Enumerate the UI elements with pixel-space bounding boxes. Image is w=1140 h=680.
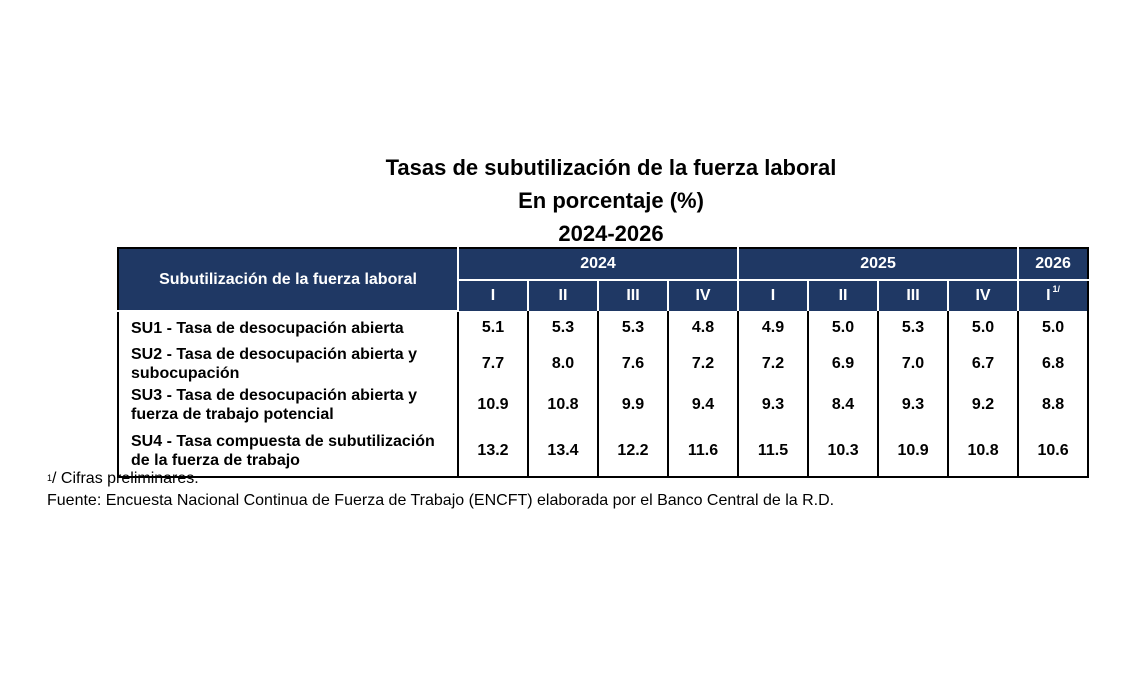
table-cell: 7.2 — [666, 344, 739, 384]
table-cell: 10.8 — [527, 384, 598, 426]
table-cell: 5.1 — [457, 311, 528, 344]
quarter-header: III — [597, 280, 668, 311]
year-header-2026: 2026 — [1017, 248, 1089, 281]
data-table: Subutilización de la fuerza laboral 2024… — [117, 247, 1090, 478]
table-cell: 9.3 — [737, 384, 809, 426]
table-cell: 7.2 — [737, 344, 809, 384]
quarter-label: I — [1046, 287, 1051, 304]
table-cell: 6.7 — [947, 344, 1019, 384]
row-label: SU4 - Tasa compuesta de subutilización d… — [131, 433, 435, 469]
year-header-row: Subutilización de la fuerza laboral 2024… — [118, 248, 1089, 312]
table-cell: 5.3 — [527, 311, 598, 344]
table-cell: 12.2 — [597, 426, 668, 477]
table-cell: 5.0 — [947, 311, 1019, 344]
table-cell: 9.9 — [597, 384, 668, 426]
table-cell: 11.6 — [666, 426, 739, 477]
footnote: 1/ Cifras preliminares. — [47, 468, 834, 490]
table-cell: 5.3 — [597, 311, 668, 344]
footnote-marker: 1/ — [1052, 284, 1061, 294]
quarter-header-row: I II III IV I II III IV I 1/ — [118, 280, 1089, 311]
table-cell: 7.0 — [877, 344, 949, 384]
table-cell: 9.4 — [666, 384, 739, 426]
title-line-3: 2024-2026 — [558, 221, 664, 246]
table-cell: 8.0 — [527, 344, 598, 384]
title-line-1: Tasas de subutilización de la fuerza lab… — [385, 155, 837, 180]
title-line-2: En porcentaje (%) — [518, 188, 704, 213]
quarter-header: III — [877, 280, 949, 311]
quarter-header: II — [807, 280, 879, 311]
table-row: SU1 - Tasa de desocupación abierta 5.1 5… — [118, 311, 1089, 344]
table-cell: 10.8 — [947, 426, 1019, 477]
table-cell: 7.6 — [597, 344, 668, 384]
table-cell: 10.3 — [807, 426, 879, 477]
footnote-text: / Cifras preliminares. — [52, 470, 199, 487]
table-cell: 9.2 — [947, 384, 1019, 426]
table-row: SU2 - Tasa de desocupación abierta y sub… — [118, 344, 1089, 384]
quarter-header: I — [457, 280, 528, 311]
notes: 1/ Cifras preliminares. Fuente: Encuesta… — [47, 468, 834, 512]
document-title: Tasas de subutilización de la fuerza lab… — [0, 151, 1140, 250]
quarter-header: II — [527, 280, 598, 311]
table-row: SU4 - Tasa compuesta de subutilización d… — [118, 426, 1089, 477]
table-cell: 8.8 — [1017, 384, 1089, 426]
quarter-header-last: I 1/ — [1017, 280, 1089, 311]
year-header-2024: 2024 — [456, 248, 739, 281]
quarter-header: IV — [947, 280, 1019, 311]
row-header: Subutilización de la fuerza laboral — [118, 248, 458, 312]
row-label: SU1 - Tasa de desocupación abierta — [131, 319, 404, 337]
table-cell: 11.5 — [737, 426, 809, 477]
table-cell: 13.4 — [527, 426, 598, 477]
table-cell: 7.7 — [457, 344, 528, 384]
row-label: SU2 - Tasa de desocupación abierta y sub… — [131, 346, 418, 382]
table-cell: 10.9 — [877, 426, 949, 477]
table-cell: 9.3 — [877, 384, 949, 426]
table-row: SU3 - Tasa de desocupación abierta y fue… — [118, 384, 1089, 426]
table-cell: 6.8 — [1017, 344, 1089, 384]
table-cell: 4.8 — [666, 311, 739, 344]
year-header-2025: 2025 — [737, 248, 1019, 281]
table-cell: 8.4 — [807, 384, 879, 426]
table-cell: 6.9 — [807, 344, 879, 384]
table-cell: 13.2 — [457, 426, 528, 477]
table-cell: 5.0 — [1017, 311, 1089, 344]
quarter-header: IV — [666, 280, 739, 311]
table-cell: 4.9 — [737, 311, 809, 344]
table-cell: 10.9 — [457, 384, 528, 426]
table-cell: 5.3 — [877, 311, 949, 344]
quarter-header: I — [737, 280, 809, 311]
row-label: SU3 - Tasa de desocupación abierta y fue… — [131, 387, 418, 423]
table-cell: 5.0 — [807, 311, 879, 344]
footnote-number: 1 — [47, 473, 53, 483]
table-cell: 10.6 — [1017, 426, 1089, 477]
source-note: Fuente: Encuesta Nacional Continua de Fu… — [47, 492, 835, 509]
